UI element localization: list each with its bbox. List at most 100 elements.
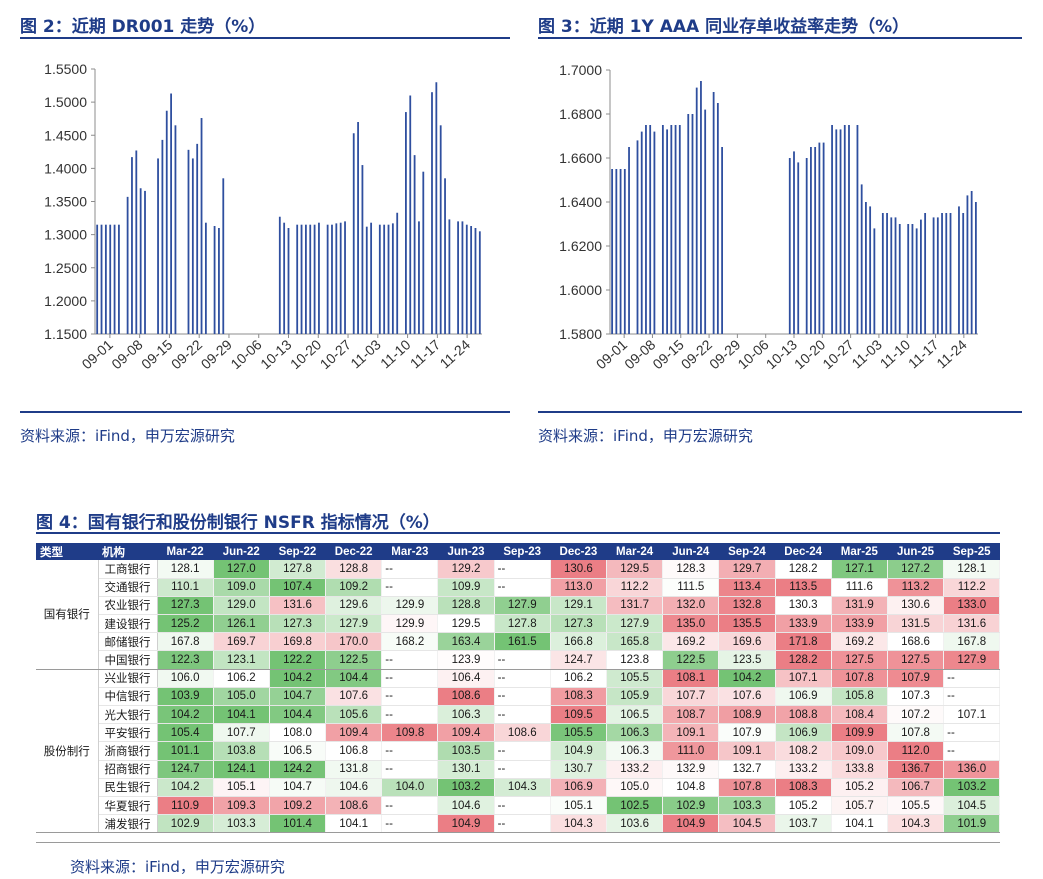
ncd-bar — [945, 213, 948, 334]
dr001-bar — [187, 149, 190, 334]
value-cell: -- — [494, 741, 551, 761]
value-cell: 127.1 — [831, 560, 888, 579]
value-cell: 108.8 — [775, 705, 832, 725]
value-cell: 109.1 — [718, 741, 776, 761]
value-cell: 106.3 — [606, 741, 664, 761]
value-cell: -- — [381, 705, 439, 725]
table-row: 招商银行 124.7 124.1 124.2 131.8 -- 130.1 -- 130.7 13… — [36, 760, 1001, 779]
ncd-bar — [636, 140, 639, 334]
value-cell: 169.7 — [213, 632, 270, 652]
value-cell: 106.3 — [437, 705, 495, 725]
dr001-bar — [96, 224, 99, 334]
value-cell: 104.7 — [269, 687, 327, 707]
dr001-x-tick-label: 09-15 — [138, 336, 175, 372]
dr001-bar — [461, 221, 464, 334]
table-row: 交通银行 110.1 109.0 107.4 109.2 -- 109.9 -- 113.0 11… — [36, 578, 1001, 597]
table-row: 平安银行 105.4 107.7 108.0 109.4 109.8 109.4 108.6 1… — [36, 723, 1001, 743]
dr001-bar — [135, 150, 138, 334]
ncd-y-tick-label: 1.6800 — [559, 106, 602, 122]
value-cell: 105.2 — [831, 778, 888, 797]
ncd-x-tick-label: 10-20 — [791, 336, 828, 372]
col-header-period: Jun-25 — [887, 543, 944, 560]
value-cell: 131.8 — [325, 760, 383, 779]
ncd-bar — [924, 213, 927, 334]
value-cell: 106.7 — [887, 778, 945, 797]
value-cell: 103.2 — [943, 778, 1001, 797]
ncd-bar — [810, 147, 812, 334]
value-cell: 108.7 — [662, 705, 720, 725]
value-cell: 131.9 — [831, 596, 888, 616]
value-cell: 105.9 — [606, 687, 664, 707]
value-cell: 107.7 — [662, 687, 720, 707]
value-cell: 105.0 — [606, 778, 664, 797]
value-cell: 167.8 — [943, 632, 1001, 652]
value-cell: 130.7 — [550, 760, 608, 779]
table-row: 邮储银行 167.8 169.7 169.8 170.0 168.2 163.4 161.5 1… — [36, 632, 1001, 652]
institution-cell: 浙商银行 — [98, 741, 158, 761]
col-header-period: Jun-24 — [662, 543, 719, 560]
dr001-bar — [126, 196, 129, 334]
value-cell: 132.9 — [662, 760, 720, 779]
value-cell: 101.1 — [157, 741, 214, 761]
fig4-source: 资料来源：iFind，申万宏源研究 — [70, 858, 285, 876]
dr001-bar — [287, 228, 290, 334]
value-cell: 105.5 — [887, 796, 945, 816]
value-cell: 127.3 — [269, 614, 327, 634]
value-cell: 133.2 — [775, 760, 832, 779]
value-cell: -- — [381, 560, 439, 579]
ncd-bar — [628, 147, 630, 334]
value-cell: 127.2 — [887, 560, 945, 579]
ncd-y-tick-label: 1.6000 — [559, 282, 602, 298]
ncd-bar — [805, 158, 808, 334]
dr001-bar — [113, 224, 116, 334]
fig2-title: 图 2：近期 DR001 走势（%） — [20, 17, 266, 37]
col-header-period: Dec-23 — [550, 543, 607, 560]
dr001-bar — [435, 82, 438, 334]
dr001-bar — [396, 212, 399, 334]
fig2-title-rule — [20, 37, 510, 39]
value-cell: 127.0 — [213, 560, 270, 579]
col-header-period: Mar-23 — [381, 543, 438, 560]
value-cell: 109.4 — [325, 723, 383, 743]
value-cell: 123.9 — [437, 650, 495, 670]
ncd-y-tick-label: 1.6600 — [559, 150, 602, 166]
value-cell: 108.4 — [831, 705, 888, 725]
dr001-bar — [474, 228, 477, 334]
dr001-y-tick-label: 1.2000 — [44, 293, 87, 309]
dr001-bar — [218, 228, 220, 334]
dr001-bar — [174, 125, 177, 334]
value-cell: 104.9 — [662, 814, 720, 834]
value-cell: 128.8 — [325, 560, 383, 579]
value-cell: 113.5 — [775, 578, 832, 597]
value-cell: -- — [381, 741, 439, 761]
ncd-bar — [860, 184, 863, 334]
ncd-x-tick-label: 10-06 — [734, 336, 771, 372]
value-cell: 127.3 — [550, 614, 608, 634]
dr001-bar — [204, 222, 207, 334]
value-cell: 108.6 — [494, 723, 551, 743]
dr001-bar — [370, 222, 373, 334]
ncd-x-tick-label: 09-15 — [649, 336, 686, 372]
ncd-yield-chart: 1.5800 1.6000 1.6200 1.6400 1.6600 1.6800 1.70… — [559, 62, 978, 372]
value-cell: 103.8 — [213, 741, 270, 761]
ncd-bar — [691, 114, 694, 334]
value-cell: 168.2 — [381, 632, 439, 652]
dr001-bar — [413, 155, 416, 334]
dr001-bar — [326, 224, 329, 334]
value-cell: 109.4 — [437, 723, 495, 743]
ncd-bar — [661, 125, 664, 334]
value-cell: 131.7 — [606, 596, 664, 616]
ncd-bar — [666, 129, 669, 334]
value-cell: 128.8 — [437, 596, 495, 616]
value-cell: 129.9 — [381, 614, 439, 634]
fig2-source: 资料来源：iFind，申万宏源研究 — [20, 427, 235, 445]
fig4-bottom-rule — [36, 842, 1000, 843]
value-cell: 125.2 — [157, 614, 214, 634]
value-cell: 127.5 — [887, 650, 945, 670]
value-cell: 107.2 — [887, 705, 945, 725]
value-cell: 109.8 — [381, 723, 439, 743]
dr001-bar — [352, 133, 355, 334]
institution-cell: 中信银行 — [98, 687, 158, 707]
ncd-bar — [623, 169, 626, 334]
value-cell: 107.8 — [718, 778, 776, 797]
